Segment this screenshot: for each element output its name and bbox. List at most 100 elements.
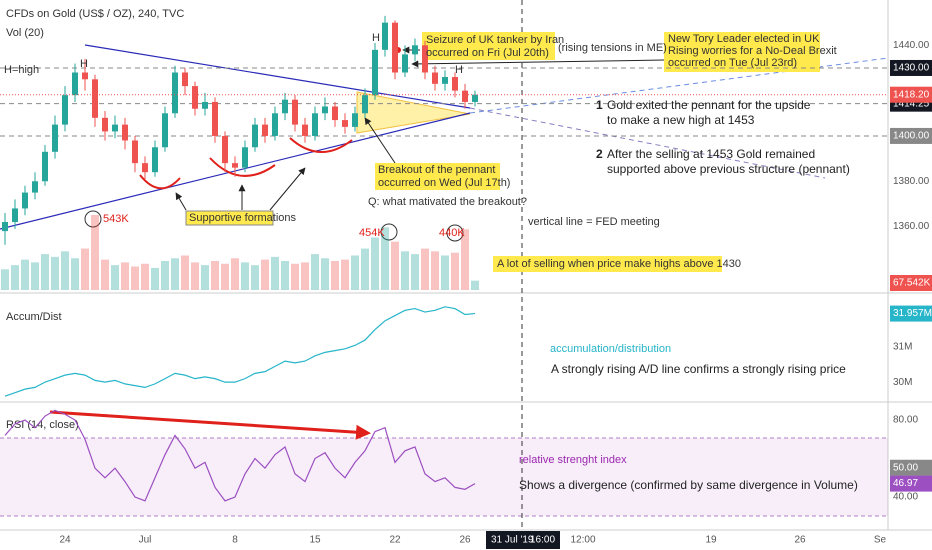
candle-body (2, 222, 8, 232)
volume-circle (446, 224, 464, 242)
annotation: Breakout of the pennant (378, 164, 495, 176)
trendline-ext (469, 107, 826, 179)
candle-body (242, 147, 248, 168)
note-box (185, 210, 274, 226)
volume-bar (201, 265, 209, 290)
volume-bar (241, 262, 249, 290)
candle-body (192, 86, 198, 109)
volume-bar (141, 263, 149, 290)
close-label: 1418.20 (893, 89, 930, 100)
x-tick-label: 19 (705, 535, 717, 546)
last-value-label: 46.97 (893, 478, 918, 489)
candle-body (272, 113, 278, 136)
x-tick-label: 22 (389, 535, 401, 546)
volume-bar (431, 251, 439, 290)
volume-bar (451, 252, 459, 290)
volume-bar (121, 262, 129, 290)
candle-body (12, 208, 18, 223)
x-tick-label: 24 (59, 535, 71, 546)
annotation: occurred on Fri (Jul 20th) (426, 47, 549, 59)
candle-body (32, 181, 38, 193)
volume-bar (51, 256, 59, 290)
price-line-label-box (890, 127, 932, 144)
drawings (0, 0, 889, 549)
volume-label: 440K (439, 227, 465, 239)
volume-bar (321, 258, 329, 290)
annotation: Seizure of UK tanker by Iran (426, 34, 564, 46)
volume-bar (301, 262, 309, 290)
candle-body (82, 72, 88, 80)
arrow (175, 192, 187, 211)
volume-bar (61, 251, 69, 290)
crosshair-date: 31 Jul '19 (491, 535, 534, 546)
volume-bar (111, 265, 119, 290)
candle-body (422, 45, 428, 73)
note: After the selling at 1453 Gold remained (607, 147, 815, 161)
pane-title: RSI (14, close) (6, 419, 79, 431)
candle-body (402, 54, 408, 73)
candle-body (222, 135, 228, 164)
volume-bar (131, 266, 139, 290)
volume-bar (351, 255, 359, 290)
candle-body (352, 113, 358, 127)
candle-body (72, 72, 78, 96)
candle-body (262, 124, 268, 136)
volume-last-label: 67.542K (893, 278, 931, 289)
annotation: H=high (4, 64, 39, 76)
candle-body (182, 72, 188, 87)
note-box (375, 163, 500, 190)
volume-bar (101, 259, 109, 290)
candle-body (332, 106, 338, 121)
note-box (422, 32, 555, 60)
arrow (364, 117, 396, 164)
volume-last-label-box (890, 275, 932, 291)
annotation: Q: what mativated the breakout? (368, 196, 527, 208)
volume-label: 543K (103, 213, 129, 225)
support-curve (289, 137, 353, 153)
y-tick-label: 1380.00 (893, 176, 930, 187)
volume-bar (261, 259, 269, 290)
volume-bar (401, 251, 409, 290)
volume-bar (311, 254, 319, 290)
volume-bar (1, 269, 9, 290)
price-line-label-box (890, 59, 932, 76)
candle-body (412, 45, 418, 55)
annotation: Rising worries for a No-Deal Brexit (668, 45, 837, 57)
chart-title: CFDs on Gold (US$ / OZ), 240, TVC (6, 8, 184, 20)
volume-circle (84, 210, 102, 228)
big-title: relative strenght index (519, 454, 627, 466)
candle-body (432, 72, 438, 84)
volume-bar (231, 258, 239, 290)
volume-bar (81, 248, 89, 290)
pane-title: Accum/Dist (6, 311, 62, 323)
candle-body (462, 90, 468, 102)
candle-body (382, 22, 388, 50)
annotation: Supportive formations (189, 212, 296, 224)
candle-body (372, 49, 378, 96)
candle-body (142, 163, 148, 173)
annotation: occurred on Wed (Jul 17th) (378, 177, 510, 189)
volume-bar (331, 261, 339, 290)
volume-bar (21, 259, 29, 290)
candle-body (122, 124, 128, 141)
note-box (664, 32, 820, 72)
annotation: vertical line = FED meeting (528, 216, 660, 228)
y-tick-label: 40.00 (893, 492, 918, 503)
candle-body (42, 151, 48, 182)
x-tick-label: 8 (232, 535, 238, 546)
candle-body (202, 101, 208, 109)
volume-label: 454K (359, 227, 385, 239)
arrow (411, 59, 665, 68)
x-tick-label: 12:00 (570, 535, 595, 546)
crosshair-box (486, 531, 560, 549)
y-tick-label: 50.00 (893, 462, 918, 473)
volume-bar (251, 265, 259, 290)
y-tick-label: 30M (893, 377, 912, 388)
volume-bar (461, 229, 469, 290)
annotation: A lot of selling when price make highs a… (497, 258, 741, 270)
support-curve (209, 157, 276, 177)
pennant (356, 91, 471, 134)
series-line (4, 409, 476, 502)
x-tick-label: Jul (139, 535, 152, 546)
volume-bar (281, 261, 289, 290)
